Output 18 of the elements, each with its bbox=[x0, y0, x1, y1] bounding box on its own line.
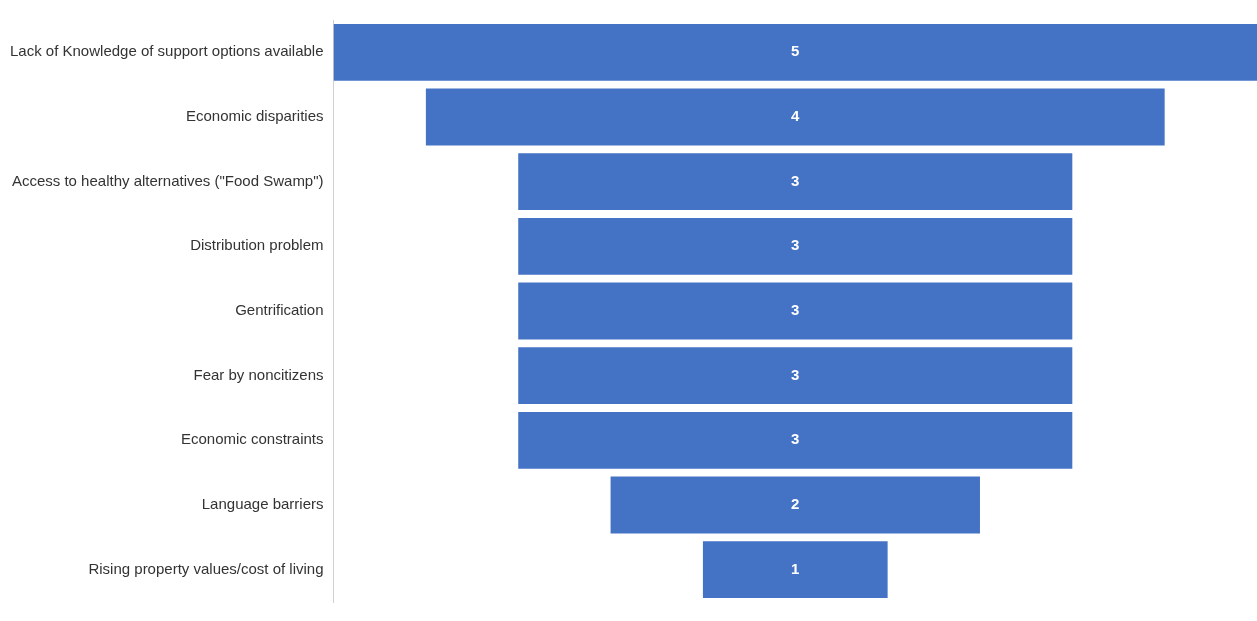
category-label: Economic constraints bbox=[180, 430, 324, 448]
data-label: 1 bbox=[791, 559, 800, 577]
category-label: Gentrification bbox=[235, 301, 324, 319]
category-label: Language barriers bbox=[201, 495, 324, 513]
category-label: Distribution problem bbox=[190, 236, 324, 254]
data-label: 5 bbox=[791, 42, 800, 60]
data-label: 2 bbox=[791, 495, 800, 513]
category-label: Fear by noncitizens bbox=[193, 365, 324, 383]
data-label: 3 bbox=[791, 365, 800, 383]
data-label: 3 bbox=[791, 171, 800, 189]
data-label: 3 bbox=[791, 236, 800, 254]
data-label: 3 bbox=[791, 430, 800, 448]
category-label: Economic disparities bbox=[185, 107, 324, 125]
data-label: 3 bbox=[791, 301, 800, 319]
category-label: Rising property values/cost of living bbox=[88, 559, 324, 577]
category-label: Lack of Knowledge of support options available bbox=[10, 42, 324, 60]
data-label: 4 bbox=[791, 107, 801, 125]
category-label: Access to healthy alternatives ("Food Swamp") bbox=[11, 171, 324, 189]
